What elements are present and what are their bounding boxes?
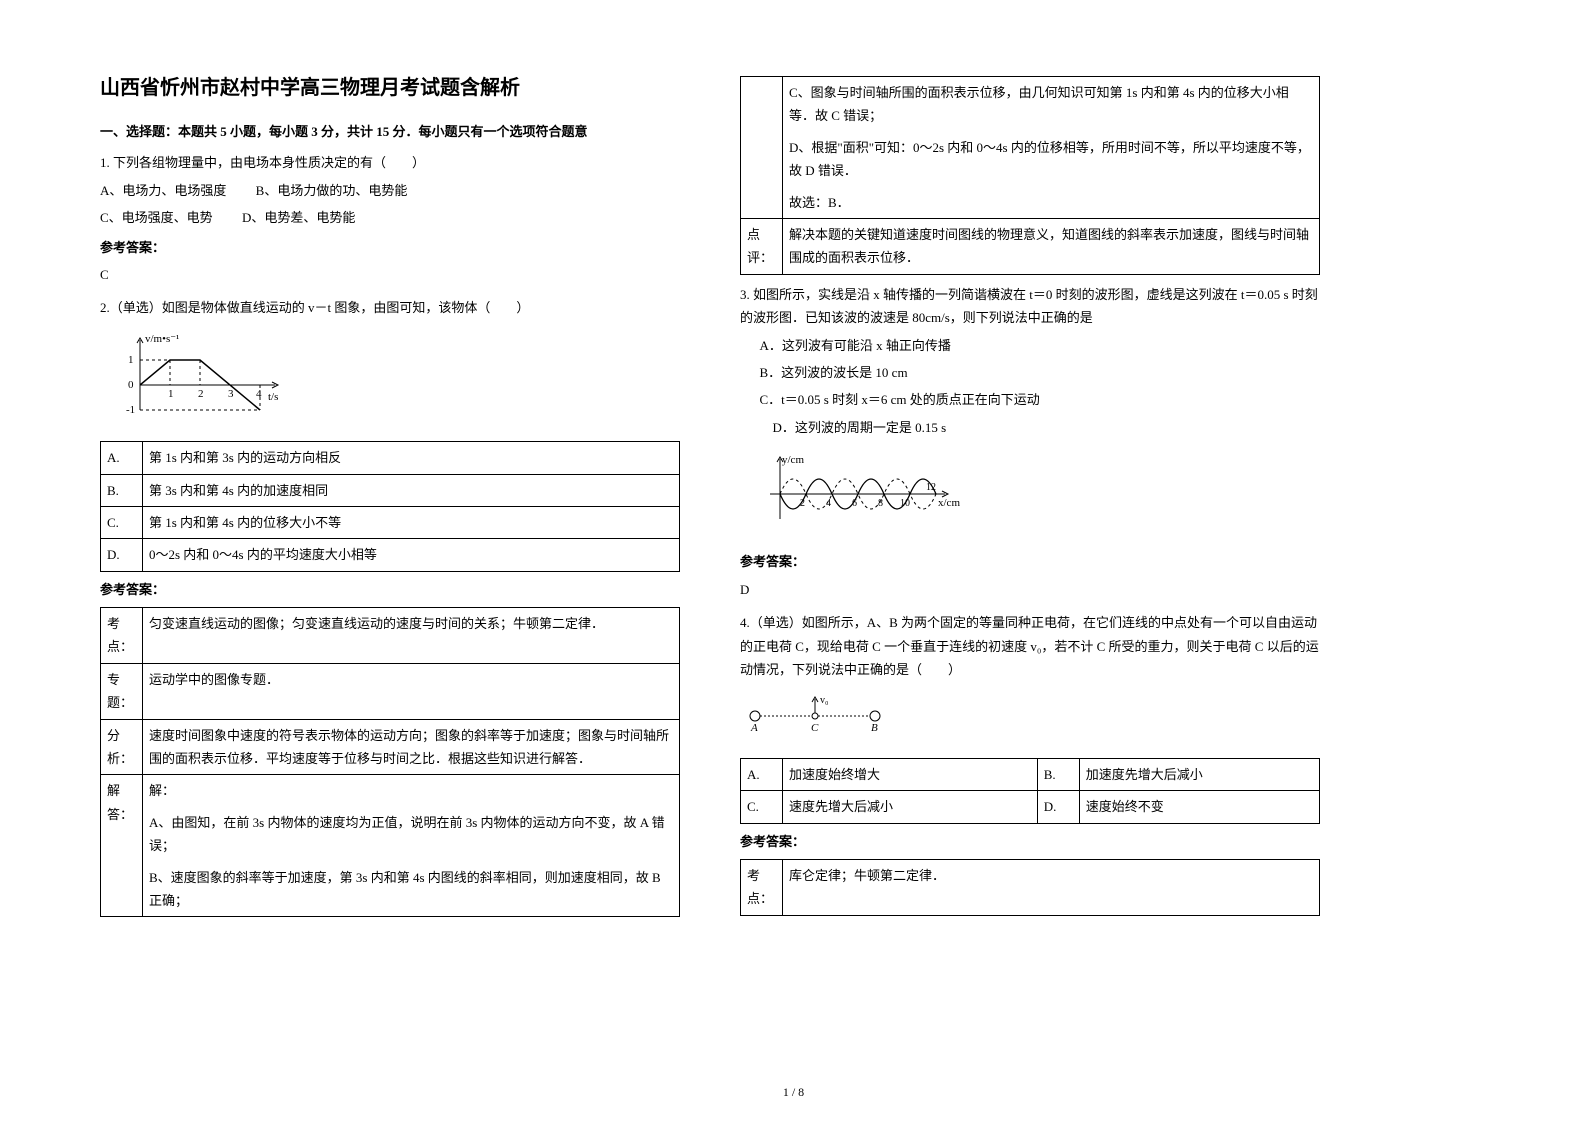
q2-cont-cell: C、图象与时间轴所围的面积表示位移，由几何知识可知第 1s 内和第 4s 内的位… [783, 77, 1320, 219]
q4-B: 加速度先增大后减小 [1079, 758, 1319, 790]
q2-jieda-C: C、图象与时间轴所围的面积表示位移，由几何知识可知第 1s 内和第 4s 内的位… [789, 81, 1313, 128]
q4-A-l: A. [741, 758, 783, 790]
q4-C-l: C. [741, 791, 783, 823]
q2-zhuanti: 运动学中的图像专题． [143, 663, 680, 719]
q4-kaodian: 库仑定律；牛顿第二定律． [783, 859, 1320, 915]
wx8: 8 [878, 498, 883, 509]
vt-x4: 4 [256, 388, 262, 400]
q2-jieda-l: 解答： [101, 775, 143, 917]
q2-jieda-cell: 解： A、由图知，在前 3s 内物体的速度均为正值，说明在前 3s 内物体的运动… [143, 775, 680, 917]
q4-B-l: B. [1037, 758, 1079, 790]
q3-wave-graph: y/cm x/cm 2 4 6 8 10 12 [760, 449, 960, 529]
q3-optC: C．t＝0.05 s 时刻 x＝6 cm 处的质点正在向下运动 [740, 388, 1320, 411]
q1-optA: A、电场力、电场强度 [100, 183, 226, 198]
q2-C-l: C. [101, 506, 143, 538]
doc-title: 山西省忻州市赵村中学高三物理月考试题含解析 [100, 70, 680, 106]
q3-optD: D．这列波的周期一定是 0.15 s [740, 416, 1320, 439]
q1-optC: C、电场强度、电势 [100, 210, 213, 225]
q2-jieda-A: A、由图知，在前 3s 内物体的速度均为正值，说明在前 3s 内物体的运动方向不… [149, 811, 673, 858]
wx4: 4 [826, 498, 831, 509]
q2-fenxi: 速度时间图象中速度的符号表示物体的运动方向；图象的斜率等于加速度；图象与时间轴所… [143, 719, 680, 775]
q2-guxuan: 故选：B． [789, 191, 1313, 214]
vt-xlabel: t/s [268, 391, 278, 403]
vt-x3: 3 [228, 388, 234, 400]
wave-ylabel: y/cm [782, 454, 804, 466]
q4-D: 速度始终不变 [1079, 791, 1319, 823]
wave-xlabel: x/cm [938, 497, 960, 509]
q2-kaodian-l: 考点： [101, 608, 143, 664]
q4-stem: 4.（单选）如图所示，A、B 为两个固定的等量同种正电荷，在它们连线的中点处有一… [740, 611, 1320, 681]
vt-ym1: -1 [126, 404, 135, 416]
q2-A: 第 1s 内和第 3s 内的运动方向相反 [143, 442, 680, 474]
page-number: 1 / 8 [783, 1082, 804, 1104]
q1-ans-label: 参考答案： [100, 236, 680, 259]
q4-D-l: D. [1037, 791, 1079, 823]
q2-options-table: A.第 1s 内和第 3s 内的运动方向相反 B.第 3s 内和第 4s 内的加… [100, 441, 680, 572]
right-column: C、图象与时间轴所围的面积表示位移，由几何知识可知第 1s 内和第 4s 内的位… [740, 70, 1320, 923]
q2-cont-blank [741, 77, 783, 219]
q1-opts2: C、电场强度、电势 D、电势差、电势能 [100, 206, 680, 229]
q2-D-l: D. [101, 539, 143, 571]
wx10: 10 [900, 498, 910, 509]
q4-v0: v₀ [820, 695, 829, 706]
wx2: 2 [800, 498, 805, 509]
q2-explain-table-cont: C、图象与时间轴所围的面积表示位移，由几何知识可知第 1s 内和第 4s 内的位… [740, 76, 1320, 275]
q1-optD: D、电势差、电势能 [242, 210, 355, 225]
q2-vt-graph: v/m•s⁻¹ t/s 1 0 -1 1 2 3 4 [120, 330, 290, 420]
vt-ylabel: v/m•s⁻¹ [145, 333, 179, 345]
q2-C: 第 1s 内和第 4s 内的位移大小不等 [143, 506, 680, 538]
q2-D: 0～2s 内和 0～4s 内的平均速度大小相等 [143, 539, 680, 571]
q3-optA: A．这列波有可能沿 x 轴正向传播 [740, 334, 1320, 357]
q4-kaodian-l: 考点： [741, 859, 783, 915]
wx12: 12 [926, 482, 936, 493]
q1-opts: A、电场力、电场强度 B、电场力做的功、电势能 [100, 179, 680, 202]
q2-explain-table: 考点： 匀变速直线运动的图像；匀变速直线运动的速度与时间的关系；牛顿第二定律． … [100, 607, 680, 917]
q4-C: C [811, 722, 819, 734]
vt-y1: 1 [128, 354, 134, 366]
vt-y0: 0 [128, 379, 134, 391]
q4-options-table: A. 加速度始终增大 B. 加速度先增大后减小 C. 速度先增大后减小 D. 速… [740, 758, 1320, 824]
q2-fenxi-l: 分析： [101, 719, 143, 775]
q2-dianping-l: 点评： [741, 218, 783, 274]
q3-stem: 3. 如图所示，实线是沿 x 轴传播的一列简谐横波在 t＝0 时刻的波形图，虚线… [740, 283, 1320, 330]
q2-B-l: B. [101, 474, 143, 506]
q4-ans-label: 参考答案： [740, 830, 1320, 853]
q2-jieda-D: D、根据"面积"可知：0～2s 内和 0～4s 内的位移相等，所用时间不等，所以… [789, 136, 1313, 183]
q2-jieda-head: 解： [149, 779, 673, 802]
q3-ans-label: 参考答案： [740, 550, 1320, 573]
wx6: 6 [852, 498, 857, 509]
left-column: 山西省忻州市赵村中学高三物理月考试题含解析 一、选择题：本题共 5 小题，每小题… [100, 70, 680, 923]
q4-A: A [750, 722, 758, 734]
q3-ans: D [740, 578, 1320, 601]
vt-x2: 2 [198, 388, 204, 400]
q2-kaodian: 匀变速直线运动的图像；匀变速直线运动的速度与时间的关系；牛顿第二定律． [143, 608, 680, 664]
q2-zhuanti-l: 专题： [101, 663, 143, 719]
q1-stem: 1. 下列各组物理量中，由电场本身性质决定的有（ ） [100, 151, 680, 174]
q2-ans-label: 参考答案： [100, 578, 680, 601]
q2-jieda-B: B、速度图象的斜率等于加速度，第 3s 内和第 4s 内图线的斜率相同，则加速度… [149, 866, 673, 913]
section1-header: 一、选择题：本题共 5 小题，每小题 3 分，共计 15 分．每小题只有一个选项… [100, 120, 680, 143]
q4-B: B [871, 722, 878, 734]
vt-x1: 1 [168, 388, 174, 400]
q4-A: 加速度始终增大 [783, 758, 1038, 790]
q4-Cv: 速度先增大后减小 [783, 791, 1038, 823]
q1-optB: B、电场力做的功、电势能 [256, 183, 408, 198]
q4-diagram: v₀ A C B [740, 691, 900, 736]
q2-B: 第 3s 内和第 4s 内的加速度相同 [143, 474, 680, 506]
q3-optB: B．这列波的波长是 10 cm [740, 361, 1320, 384]
q4-explain-table: 考点： 库仑定律；牛顿第二定律． [740, 859, 1320, 916]
q1-ans: C [100, 263, 680, 286]
page: 山西省忻州市赵村中学高三物理月考试题含解析 一、选择题：本题共 5 小题，每小题… [100, 70, 1487, 923]
q2-stem: 2.（单选）如图是物体做直线运动的 v－t 图象，由图可知，该物体（ ） [100, 296, 680, 319]
q2-A-l: A. [101, 442, 143, 474]
q2-dianping: 解决本题的关键知道速度时间图线的物理意义，知道图线的斜率表示加速度，图线与时间轴… [783, 218, 1320, 274]
